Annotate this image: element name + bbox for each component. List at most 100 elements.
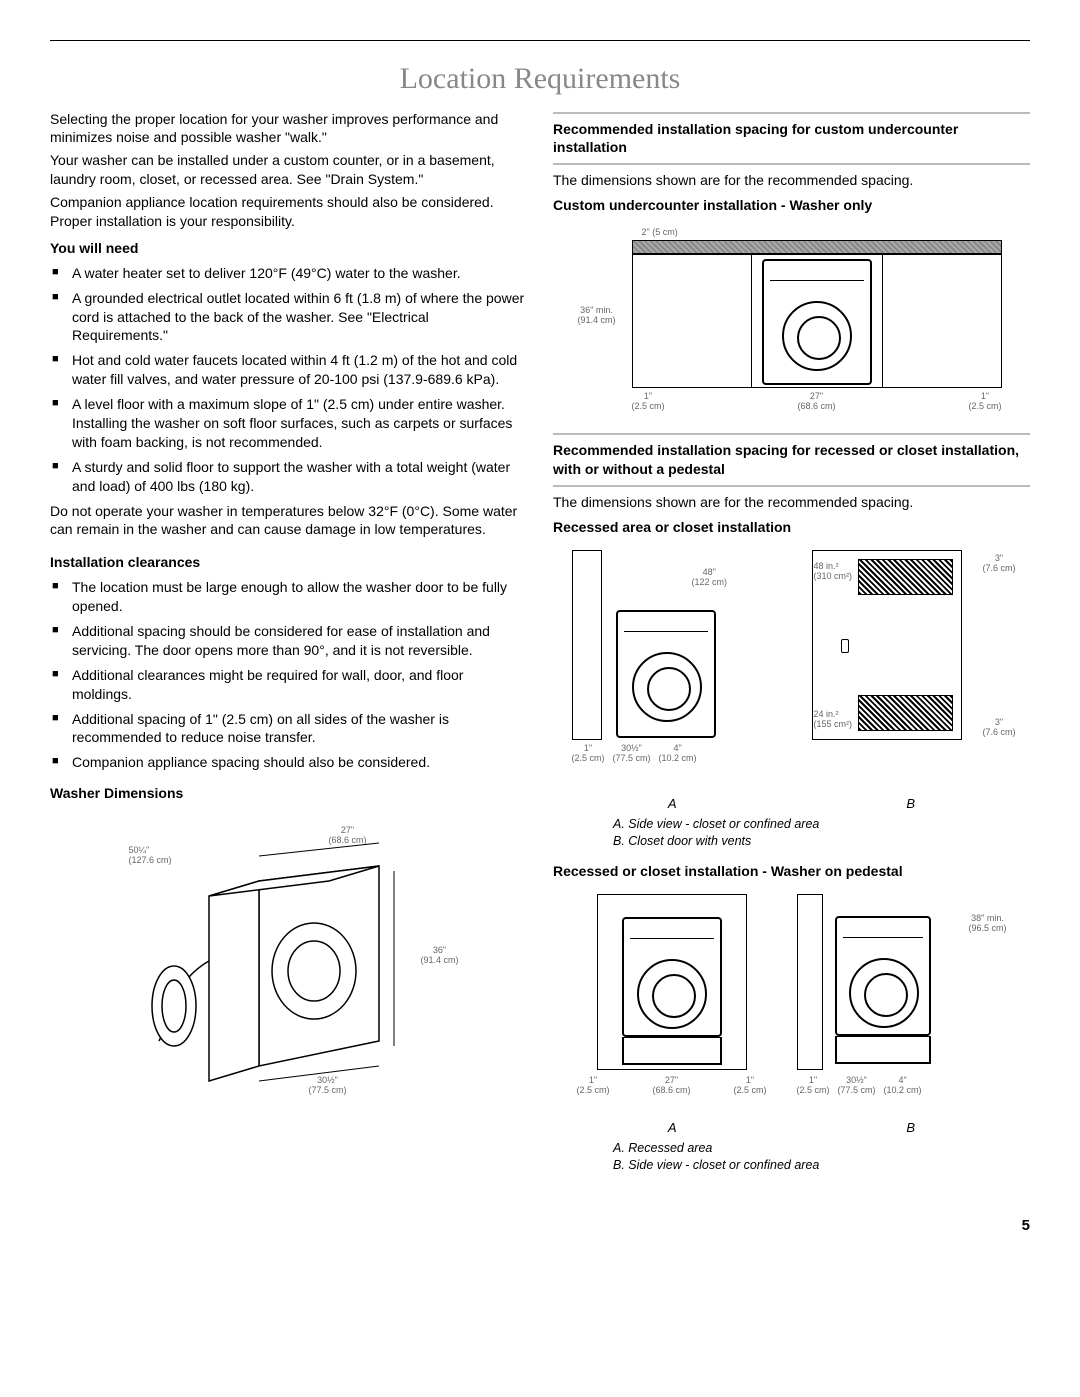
dim-rc-back-cm: (10.2 cm) [659,753,697,763]
dim-vent-gap-t-in: 3" [995,553,1003,563]
you-will-need-list: A water heater set to deliver 120°F (49°… [50,264,527,496]
pedestal-legend-letters: A B [553,1119,1030,1137]
dim-pd-back-cm: (10.2 cm) [884,1085,922,1095]
washer-isometric-icon [139,841,439,1091]
intro-paragraph-2: Your washer can be installed under a cus… [50,151,527,189]
recessed-note: The dimensions shown are for the recomme… [553,493,1030,512]
list-item: Additional spacing of 1" (2.5 cm) on all… [50,710,527,748]
washer-on-pedestal-icon [622,917,722,1065]
clearances-list: The location must be large enough to all… [50,578,527,772]
list-item: Additional spacing should be considered … [50,622,527,660]
intro-paragraph-3: Companion appliance location requirement… [50,193,527,231]
custom-subheading: Custom undercounter installation - Washe… [553,196,1030,215]
dim-pd-s1-in: 1" [809,1075,817,1085]
recessed-heading: Recommended installation spacing for rec… [553,439,1030,483]
washer-dimensions-diagram: 50¼" (127.6 cm) 27" (68.6 cm) 36" (91.4 … [50,811,527,1111]
dim-pd-depth-in: 30½" [846,1075,867,1085]
dim-pd-side-l-cm: (2.5 cm) [577,1085,610,1095]
washer-side-pedestal-icon [835,916,931,1064]
list-item: Hot and cold water faucets located withi… [50,351,527,389]
page-number: 5 [50,1216,1030,1236]
legend-b: B [906,1119,915,1137]
recessed-subheading: Recessed area or closet installation [553,518,1030,537]
dim-uc-side-l-cm: (2.5 cm) [632,401,665,411]
rule [553,112,1030,114]
vent-top-icon [858,559,953,595]
left-column: Selecting the proper location for your w… [50,106,527,1187]
legend-a: A [668,795,677,813]
dim-uc-width-cm: (68.6 cm) [797,401,835,411]
list-item: Additional clearances might be required … [50,666,527,704]
recessed-diagram: 48" (122 cm) 1"(2.5 cm) 30½"(77.5 cm) 4"… [553,545,1030,785]
intro-paragraph-1: Selecting the proper location for your w… [50,110,527,148]
dim-vent-top-in2: 48 in.² [814,561,839,571]
dim-pd-side-l-in: 1" [589,1075,597,1085]
page-title: Location Requirements [50,59,1030,100]
dim-rc-side-cm: (2.5 cm) [572,753,605,763]
washer-front-icon [762,259,872,385]
dim-rc-depth-cm: (77.5 cm) [613,753,651,763]
list-item: A water heater set to deliver 120°F (49°… [50,264,527,283]
legend-text-a: A. Recessed area [613,1140,1030,1157]
dim-pd-height-cm: (96.5 cm) [968,923,1006,933]
dim-pd-s1-cm: (2.5 cm) [797,1085,830,1095]
recessed-legend-text: A. Side view - closet or confined area B… [613,816,1030,850]
two-column-layout: Selecting the proper location for your w… [50,106,1030,1187]
recessed-section: Recommended installation spacing for rec… [553,433,1030,487]
washer-side-icon [616,610,716,738]
top-rule [50,40,1030,41]
dim-pd-back-in: 4" [898,1075,906,1085]
dim-uc-height-cm: (91.4 cm) [578,315,616,325]
cold-temperature-note: Do not operate your washer in temperatur… [50,502,527,540]
dim-uc-side-r-cm: (2.5 cm) [968,401,1001,411]
door-handle-icon [841,639,849,653]
you-will-need-heading: You will need [50,239,527,258]
rule [553,485,1030,487]
pedestal-subheading: Recessed or closet installation - Washer… [553,862,1030,881]
custom-note: The dimensions shown are for the recomme… [553,171,1030,190]
undercounter-diagram: 2" (5 cm) 36" min. (91.4 cm) [553,223,1030,423]
dim-pd-side-r-cm: (2.5 cm) [733,1085,766,1095]
dim-pd-side-r-in: 1" [746,1075,754,1085]
dim-uc-side-l-in: 1" [644,391,652,401]
list-item: A level floor with a maximum slope of 1"… [50,395,527,452]
dim-vent-top-cm2: (310 cm²) [814,571,853,581]
dim-vent-gap-b-cm: (7.6 cm) [982,727,1015,737]
list-item: A grounded electrical outlet located wit… [50,289,527,346]
dim-pd-height-in: 38" min. [971,913,1004,923]
rule [553,163,1030,165]
recessed-legend-letters: A B [553,795,1030,813]
legend-text-b: B. Closet door with vents [613,833,1030,850]
list-item: A sturdy and solid floor to support the … [50,458,527,496]
clearances-heading: Installation clearances [50,553,527,572]
custom-undercounter-section: Recommended installation spacing for cus… [553,112,1030,166]
pedestal-diagram: 1"(2.5 cm) 27"(68.6 cm) 1"(2.5 cm) 38" m… [553,889,1030,1109]
list-item: The location must be large enough to all… [50,578,527,616]
legend-text-a: A. Side view - closet or confined area [613,816,1030,833]
legend-a: A [668,1119,677,1137]
dim-vent-gap-b-in: 3" [995,717,1003,727]
legend-b: B [906,795,915,813]
dim-uc-width-in: 27" [810,391,823,401]
dim-width-in: 27" [341,825,354,835]
dim-rc-height-cm: (122 cm) [692,577,728,587]
dim-pd-width-in: 27" [665,1075,678,1085]
dim-rc-back-in: 4" [673,743,681,753]
dim-uc-height-in: 36" min. [580,305,613,315]
vent-bottom-icon [858,695,953,731]
custom-heading: Recommended installation spacing for cus… [553,118,1030,162]
rule [553,433,1030,435]
dim-top-gap: 2" (5 cm) [642,228,678,238]
countertop-icon [632,240,1002,254]
dim-uc-side-r-in: 1" [981,391,989,401]
dim-pd-depth-cm: (77.5 cm) [838,1085,876,1095]
right-column: Recommended installation spacing for cus… [553,106,1030,1187]
washer-dimensions-heading: Washer Dimensions [50,784,527,803]
dim-vent-bot-in2: 24 in.² [814,709,839,719]
legend-text-b: B. Side view - closet or confined area [613,1157,1030,1174]
list-item: Companion appliance spacing should also … [50,753,527,772]
dim-pd-width-cm: (68.6 cm) [652,1085,690,1095]
dim-rc-depth-in: 30½" [621,743,642,753]
dim-vent-gap-t-cm: (7.6 cm) [982,563,1015,573]
pedestal-legend-text: A. Recessed area B. Side view - closet o… [613,1140,1030,1174]
